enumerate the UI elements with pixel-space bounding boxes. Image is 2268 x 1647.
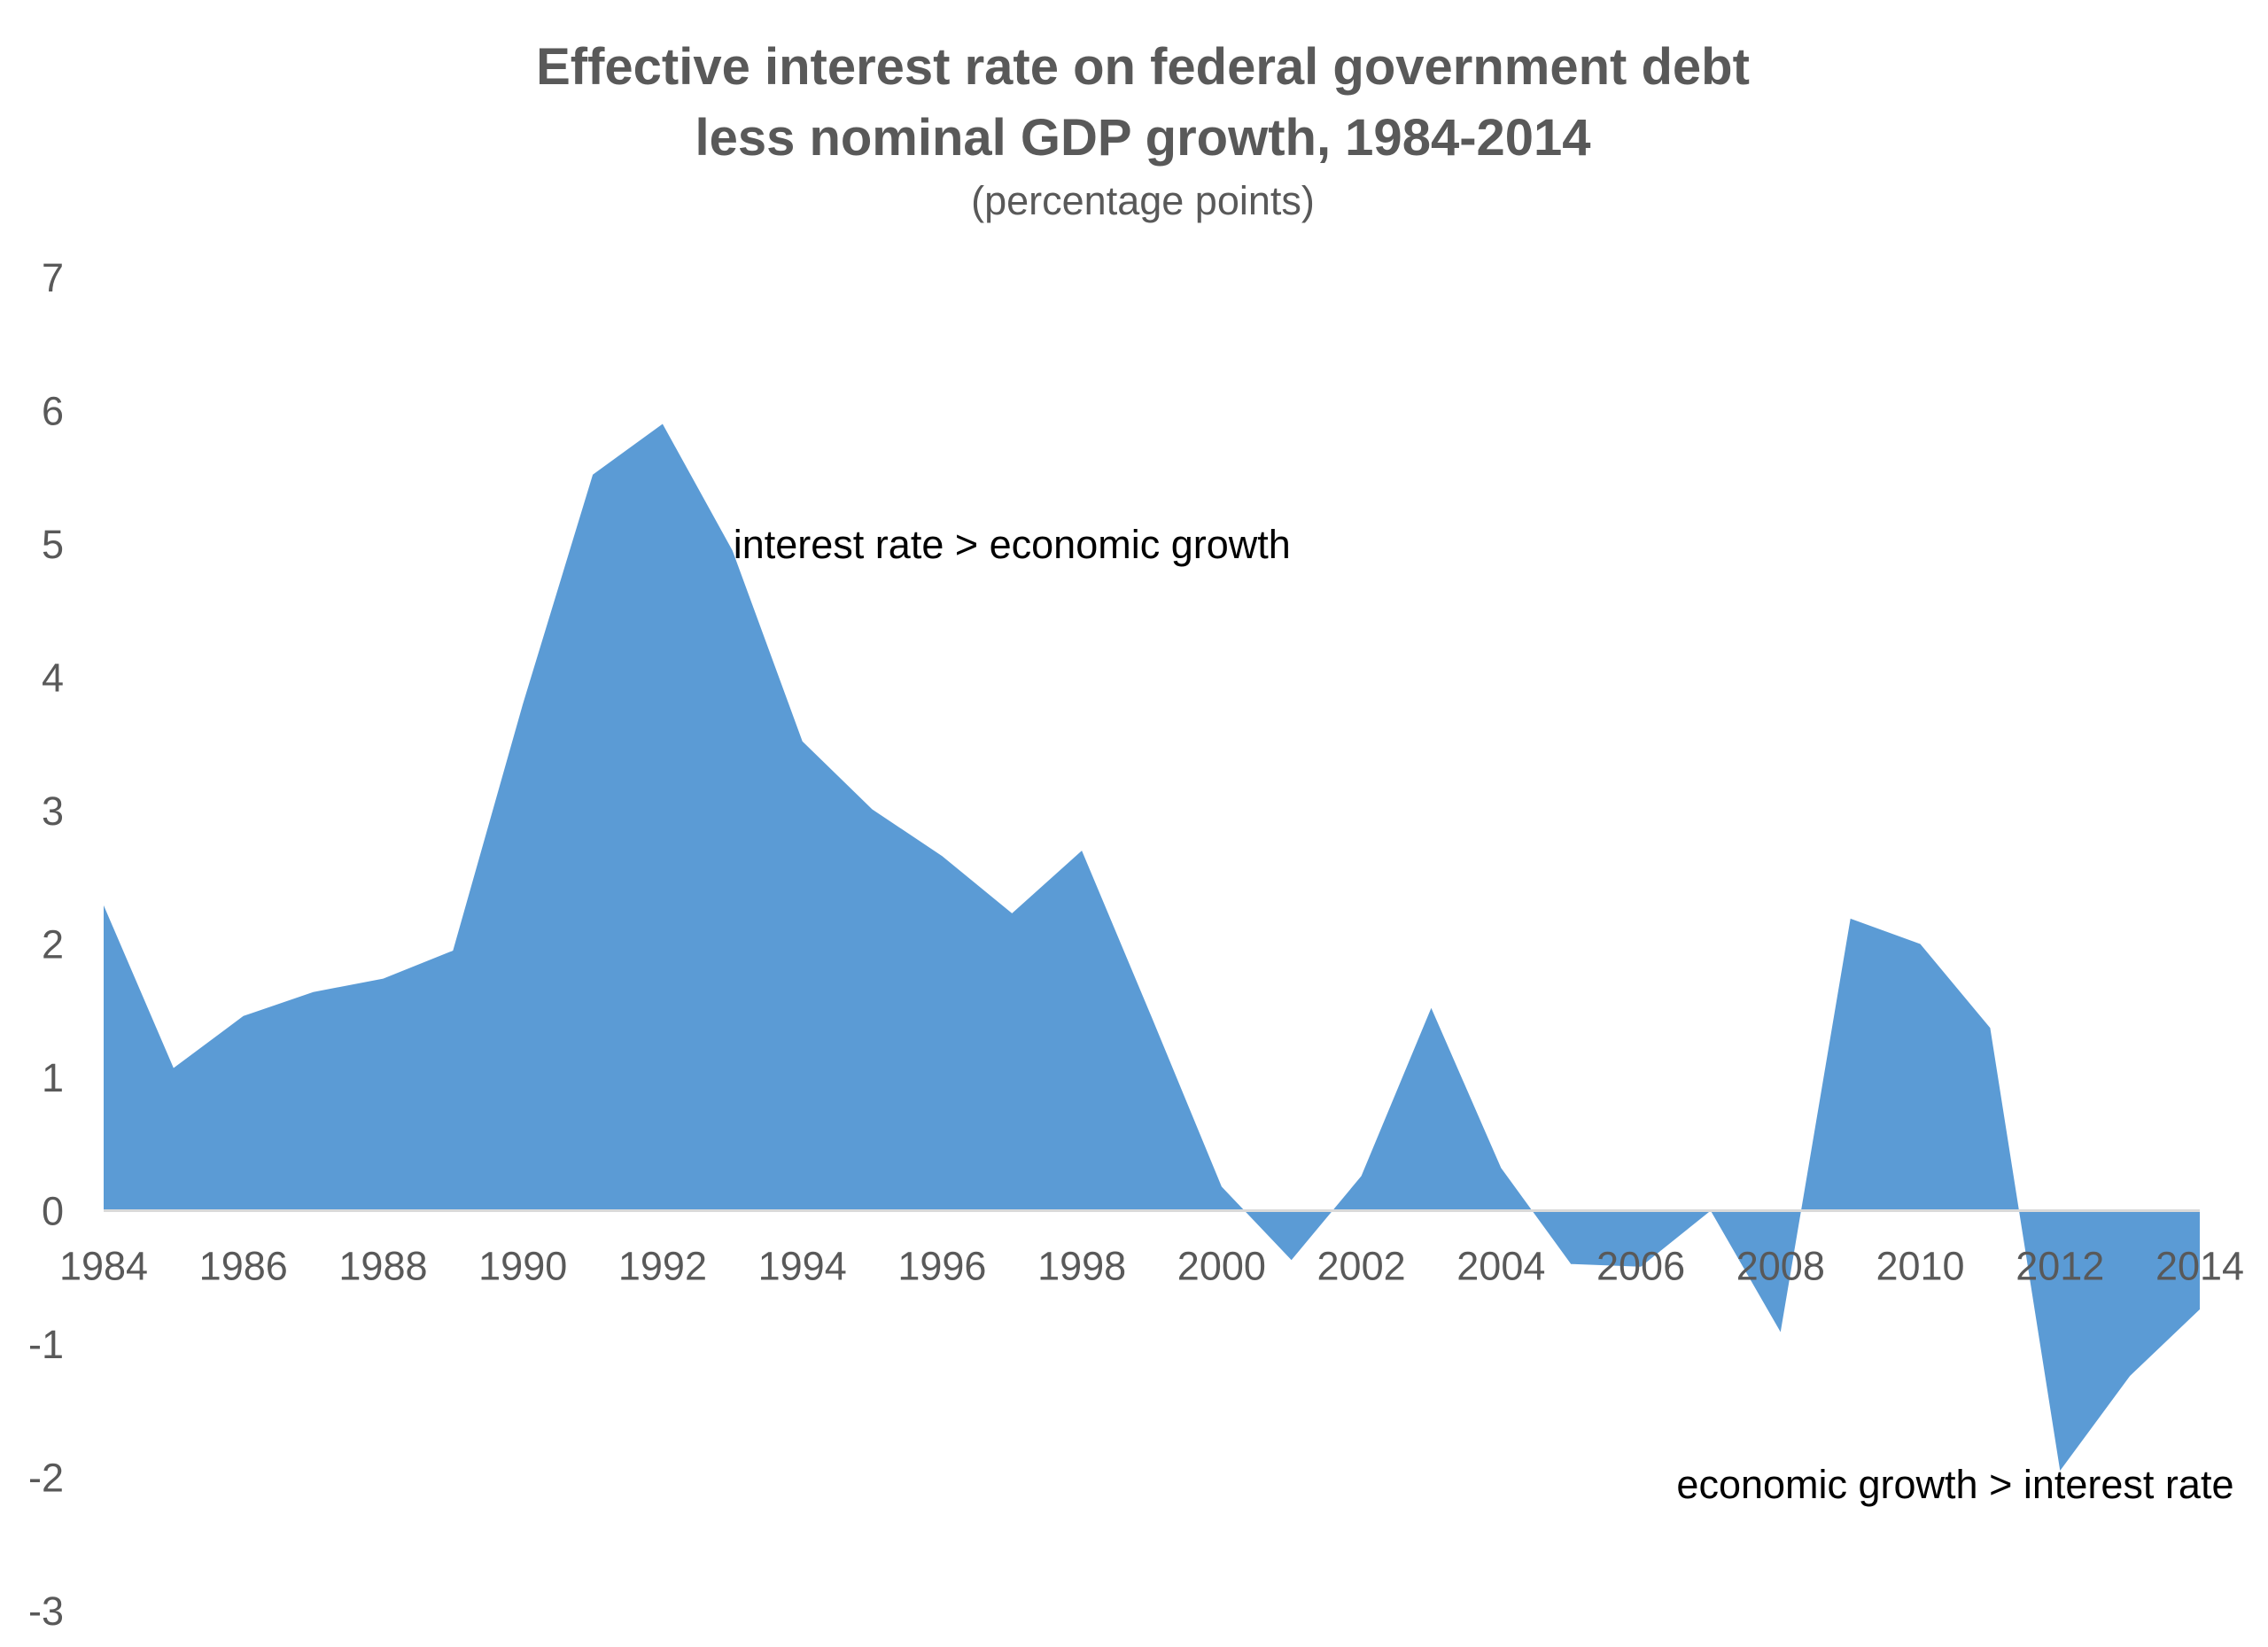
annotation-label: economic growth > interest rate [1676, 1462, 2233, 1507]
y-tick-label: 0 [42, 1189, 64, 1234]
x-tick-label: 2012 [2016, 1244, 2104, 1289]
x-axis-tick-labels: 1984 1986 1988 1990 1992 1994 1996 1998 2000 2002… [59, 1244, 2244, 1289]
chart-subtitle: (percentage points) [971, 178, 1315, 223]
y-tick-label: 1 [42, 1055, 64, 1100]
y-tick-label: 7 [42, 255, 64, 300]
annotation-label: interest rate > economic growth [734, 522, 1291, 567]
x-tick-label: 2002 [1317, 1244, 1406, 1289]
x-tick-label: 2006 [1596, 1244, 1685, 1289]
y-tick-label: -1 [28, 1322, 64, 1367]
x-tick-label: 2004 [1456, 1244, 1545, 1289]
data-area [104, 423, 2200, 1471]
x-tick-label: 1984 [59, 1244, 148, 1289]
y-tick-label: -2 [28, 1456, 64, 1501]
y-tick-label: 5 [42, 522, 64, 567]
y-tick-label: -3 [28, 1589, 64, 1634]
x-tick-label: 2000 [1177, 1244, 1266, 1289]
x-tick-label: 2008 [1736, 1244, 1825, 1289]
x-tick-label: 2014 [2155, 1244, 2244, 1289]
x-tick-label: 1996 [897, 1244, 986, 1289]
chart-title-line-1: Effective interest rate on federal gover… [536, 38, 1750, 96]
annotations: interest rate > economic growth economic … [734, 522, 2234, 1507]
y-axis-tick-labels: 7 6 5 4 3 2 1 0 -1 -2 -3 [28, 255, 64, 1634]
x-tick-label: 1988 [338, 1244, 427, 1289]
chart-title-line-2: less nominal GDP growth, 1984-2014 [695, 109, 1590, 167]
x-tick-label: 2010 [1876, 1244, 1964, 1289]
y-tick-label: 6 [42, 389, 64, 434]
y-tick-label: 3 [42, 789, 64, 834]
y-tick-label: 2 [42, 922, 64, 967]
x-tick-label: 1990 [478, 1244, 567, 1289]
x-tick-label: 1998 [1037, 1244, 1126, 1289]
x-tick-label: 1992 [618, 1244, 707, 1289]
x-tick-label: 1986 [199, 1244, 288, 1289]
x-tick-label: 1994 [758, 1244, 847, 1289]
y-tick-label: 4 [42, 656, 64, 701]
